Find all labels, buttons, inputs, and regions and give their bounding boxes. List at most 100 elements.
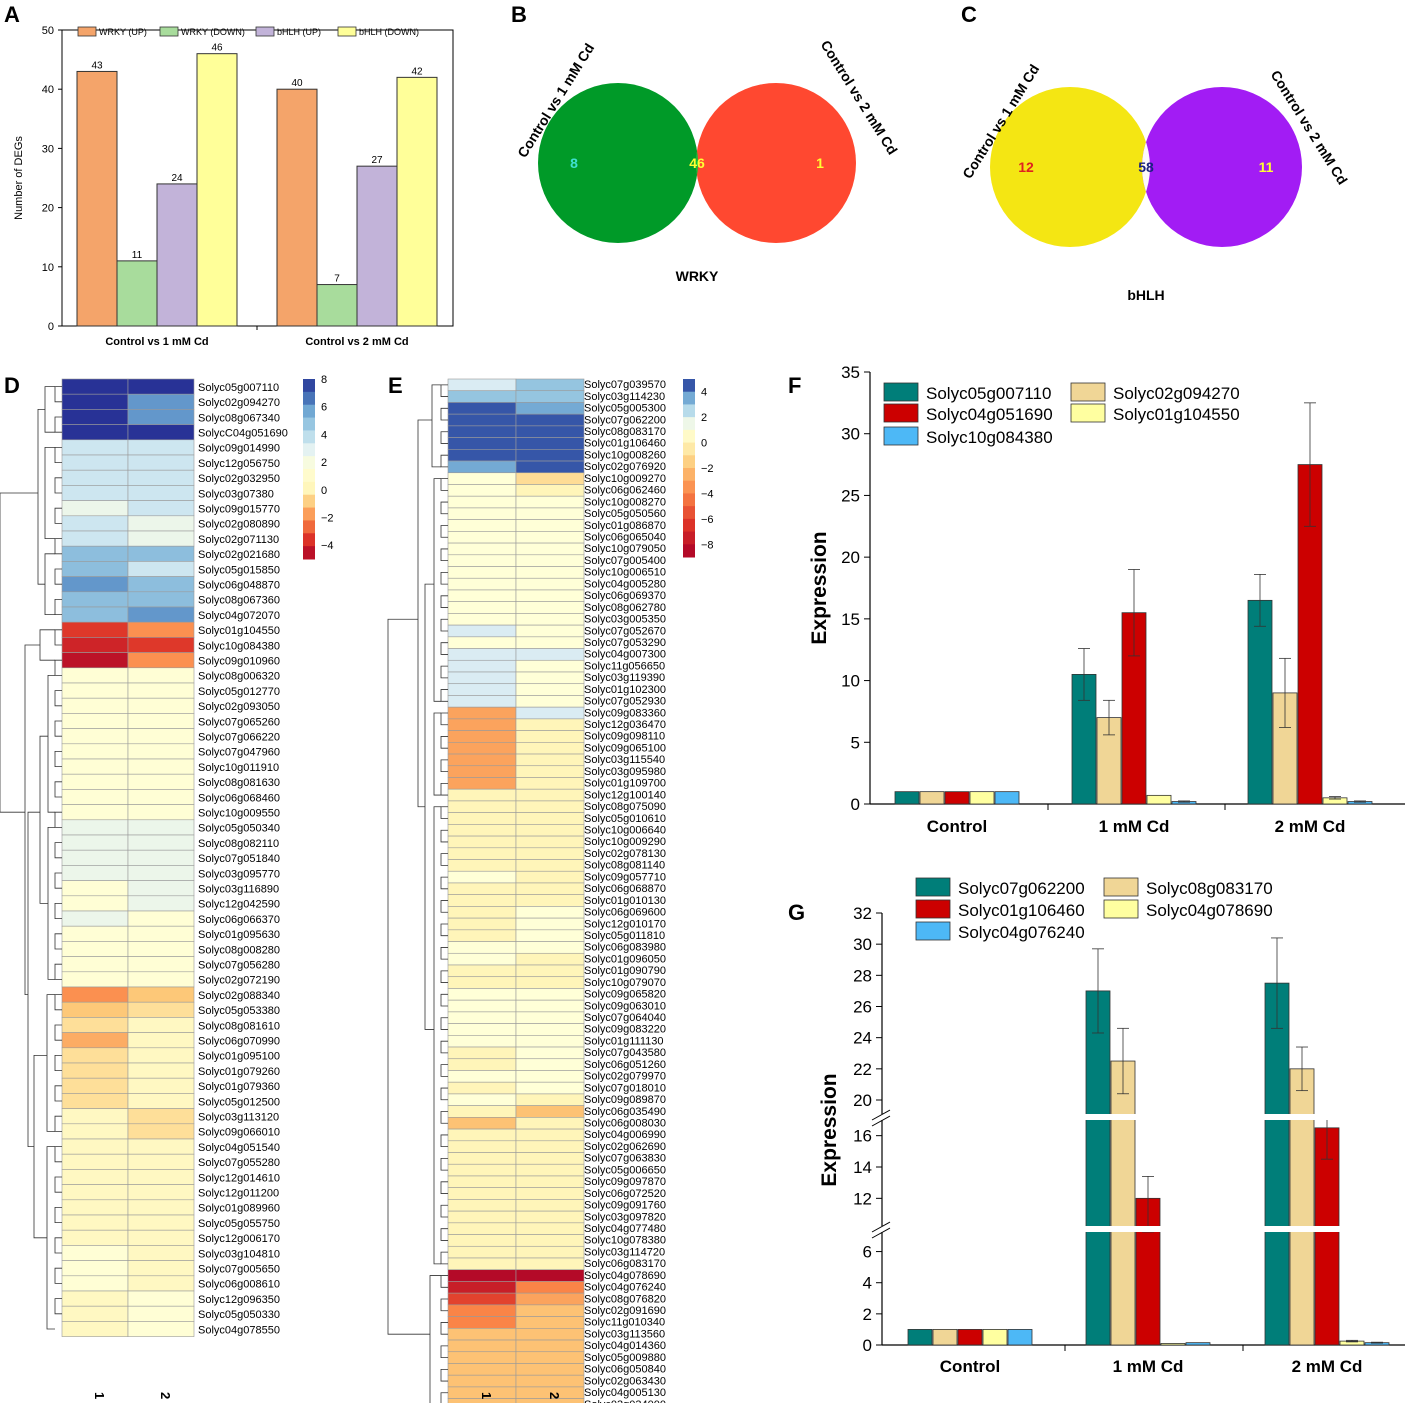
heatmap-cell bbox=[447, 1199, 517, 1212]
heatmap-cell bbox=[515, 1304, 585, 1317]
heatmap-row-label: Solyc05g005300 bbox=[584, 403, 666, 415]
panel-f-y-axis-title: Expression bbox=[808, 531, 831, 644]
heatmap-row-label: Solyc07g052930 bbox=[584, 696, 666, 708]
heatmap-scale-swatch bbox=[303, 533, 315, 547]
heatmap-row-label: Solyc09g063010 bbox=[584, 1000, 666, 1012]
heatmap-row-label: Solyc11g010340 bbox=[584, 1317, 665, 1329]
heatmap-row-label: Solyc02g094270 bbox=[198, 397, 280, 409]
heatmap-dendrogram-branch bbox=[440, 759, 448, 773]
heatmap-cell bbox=[515, 1070, 585, 1083]
heatmap-scale-swatch bbox=[683, 544, 695, 558]
panel-g-y-tick-label: 20 bbox=[853, 1091, 872, 1110]
heatmap-row-label: Solyc02g032950 bbox=[198, 473, 280, 485]
panel-a-legend-label: WRKY (UP) bbox=[99, 27, 147, 37]
heatmap-scale-tick: 4 bbox=[321, 429, 327, 441]
heatmap-cell bbox=[515, 1023, 585, 1036]
heatmap-cell bbox=[515, 390, 585, 403]
heatmap-cell bbox=[127, 500, 195, 517]
heatmap-dendrogram-branch bbox=[54, 994, 62, 1011]
heatmap-scale-swatch bbox=[683, 518, 695, 533]
panel-f-legend-label: Solyc04g051690 bbox=[926, 405, 1053, 424]
heatmap-cell bbox=[127, 880, 195, 897]
heatmap-cell bbox=[127, 1184, 195, 1201]
heatmap-cell bbox=[515, 929, 585, 942]
heatmap-cell bbox=[447, 1117, 517, 1130]
heatmap-dendrogram-branch bbox=[54, 690, 62, 707]
heatmap-cell bbox=[447, 1374, 517, 1388]
heatmap-row-label: Solyc10g006640 bbox=[584, 825, 666, 837]
panel-f-y-tick-label: 35 bbox=[841, 363, 860, 382]
heatmap-row-label: Solyc02g080890 bbox=[198, 519, 280, 531]
heatmap-cell bbox=[447, 894, 517, 907]
venn-right-circle bbox=[1142, 87, 1302, 247]
heatmap-row-label: Solyc07g005400 bbox=[584, 555, 666, 567]
heatmap-cell bbox=[447, 1058, 517, 1071]
panel-a-bar bbox=[156, 183, 198, 327]
heatmap-scale-swatch bbox=[683, 455, 695, 469]
heatmap-scale-swatch bbox=[683, 442, 695, 456]
panel-label-b: B bbox=[511, 2, 527, 27]
heatmap-dendrogram-branch bbox=[54, 963, 62, 980]
heatmap-cell bbox=[127, 819, 195, 836]
heatmap-row-label: Solyc06g070990 bbox=[198, 1035, 280, 1047]
heatmap-dendrogram-branch bbox=[387, 618, 430, 1335]
heatmap-cell bbox=[447, 1046, 517, 1060]
heatmap-cell bbox=[127, 682, 195, 699]
heatmap-cell bbox=[447, 554, 517, 567]
heatmap-cell bbox=[447, 566, 517, 579]
heatmap-row-label: Solyc01g079260 bbox=[198, 1066, 280, 1078]
heatmap-cell bbox=[447, 1269, 517, 1282]
heatmap-cell bbox=[515, 636, 585, 649]
heatmap-cell bbox=[447, 941, 517, 954]
heatmap-cell bbox=[127, 530, 195, 547]
heatmap-cell bbox=[447, 589, 517, 602]
heatmap-cell bbox=[447, 824, 517, 837]
heatmap-cell bbox=[61, 1017, 129, 1033]
heatmap-cell bbox=[61, 591, 129, 608]
heatmap-cell bbox=[127, 469, 195, 486]
heatmap-row-label: Solyc03g119390 bbox=[584, 672, 665, 684]
heatmap-row-label: Solyc09g014990 bbox=[198, 443, 280, 455]
panel-g-legend-swatch bbox=[915, 877, 951, 897]
panel-e-heatmap: Solyc07g039570Solyc03g114230Solyc05g0053… bbox=[387, 378, 714, 1403]
heatmap-row-label: Solyc03g005350 bbox=[584, 614, 666, 626]
heatmap-cell bbox=[447, 378, 517, 392]
heatmap-dendrogram-branch bbox=[54, 416, 62, 433]
panel-f-bar bbox=[1146, 794, 1172, 805]
heatmap-cell bbox=[127, 1032, 195, 1049]
heatmap-cell bbox=[447, 777, 517, 790]
heatmap-dendrogram-branch bbox=[54, 1055, 62, 1071]
heatmap-dendrogram-branch bbox=[440, 618, 448, 632]
heatmap-cell bbox=[447, 1316, 517, 1329]
heatmap-cell bbox=[515, 671, 585, 685]
heatmap-dendrogram-branch bbox=[440, 947, 448, 960]
heatmap-row-label: Solyc03g114720 bbox=[584, 1246, 665, 1258]
heatmap-cell bbox=[61, 697, 129, 714]
panel-f-legend-swatch bbox=[1070, 382, 1106, 402]
panel-g-legend-swatch bbox=[1103, 877, 1139, 897]
heatmap-cell bbox=[515, 1105, 585, 1118]
panel-g-bar bbox=[1110, 1060, 1136, 1346]
heatmap-row-label: Solyc12g006170 bbox=[198, 1233, 280, 1245]
panel-a-bar bbox=[316, 284, 358, 327]
heatmap-row-label: Solyc10g011910 bbox=[198, 762, 279, 774]
heatmap-cell bbox=[515, 695, 585, 708]
panel-a-legend-label: bHLH (UP) bbox=[277, 27, 321, 37]
heatmap-cell bbox=[447, 1351, 517, 1364]
heatmap-cell bbox=[447, 648, 517, 661]
panel-a-y-tick-label: 40 bbox=[42, 84, 54, 96]
heatmap-cell bbox=[515, 1245, 585, 1259]
panel-f-category-label: 2 mM Cd bbox=[1275, 817, 1346, 836]
panel-f-category-label: Control bbox=[927, 817, 987, 836]
heatmap-cell bbox=[515, 882, 585, 895]
heatmap-dendrogram-branch bbox=[54, 1085, 62, 1102]
heatmap-dendrogram-branch bbox=[440, 736, 448, 749]
heatmap-row-label: Solyc04g077480 bbox=[584, 1223, 666, 1235]
heatmap-cell bbox=[447, 449, 517, 462]
heatmap-row-label: Solyc06g051260 bbox=[584, 1059, 666, 1071]
heatmap-cell bbox=[447, 531, 517, 544]
venn-right-count: 1 bbox=[816, 155, 824, 171]
heatmap-row-label: Solyc01g095100 bbox=[198, 1051, 280, 1063]
heatmap-cell bbox=[127, 697, 195, 714]
